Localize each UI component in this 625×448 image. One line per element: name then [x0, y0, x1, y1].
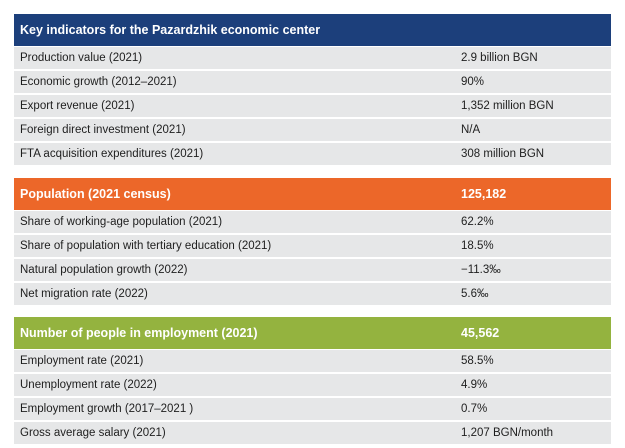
table-row: Foreign direct investment (2021) N/A — [14, 119, 611, 143]
row-value: 4.9% — [461, 379, 488, 391]
row-label: Production value (2021) — [20, 52, 143, 64]
table-row: Employment growth (2017–2021 ) 0.7% — [14, 398, 611, 422]
table-row: Production value (2021) 2.9 billion BGN — [14, 47, 611, 71]
table-row: Share of population with tertiary educat… — [14, 235, 611, 259]
row-value: 0.7% — [461, 403, 488, 415]
table-row: Share of working-age population (2021) 6… — [14, 211, 611, 235]
population-header: Population (2021 census) 125,182 — [14, 178, 611, 211]
population-table: Population (2021 census) 125,182 Share o… — [14, 178, 611, 307]
table-row: Economic growth (2012–2021) 90% — [14, 71, 611, 95]
row-value: 18.5% — [461, 240, 494, 252]
row-value: N/A — [461, 124, 481, 136]
key-indicators-header: Key indicators for the Pazardzhik econom… — [14, 14, 611, 47]
row-label: Gross average salary (2021) — [20, 427, 166, 439]
row-label: Share of population with tertiary educat… — [20, 240, 272, 252]
row-value: 58.5% — [461, 355, 494, 367]
row-value: −11.3‰ — [461, 264, 501, 276]
key-indicators-table: Key indicators for the Pazardzhik econom… — [14, 14, 611, 167]
row-label: Share of working-age population (2021) — [20, 216, 223, 228]
row-label: Export revenue (2021) — [20, 100, 135, 112]
row-label: Natural population growth (2022) — [20, 264, 188, 276]
row-value: 1,352 million BGN — [461, 100, 554, 112]
row-label: Net migration rate (2022) — [20, 288, 148, 300]
table-row: FTA acquisition expenditures (2021) 308 … — [14, 143, 611, 167]
table-row: Employment rate (2021) 58.5% — [14, 350, 611, 374]
row-value: 2.9 billion BGN — [461, 52, 538, 64]
section-title: Key indicators for the Pazardzhik econom… — [20, 23, 321, 37]
row-label: Unemployment rate (2022) — [20, 379, 157, 391]
table-row: Gross average salary (2021) 1,207 BGN/mo… — [14, 422, 611, 446]
row-value: 5.6‰ — [461, 288, 489, 300]
section-title: Number of people in employment (2021) — [20, 326, 258, 340]
section-value: 125,182 — [461, 187, 507, 201]
table-row: Export revenue (2021) 1,352 million BGN — [14, 95, 611, 119]
row-value: 1,207 BGN/month — [461, 427, 554, 439]
row-value: 90% — [461, 76, 485, 88]
row-value: 308 million BGN — [461, 148, 545, 160]
employment-header: Number of people in employment (2021) 45… — [14, 317, 611, 350]
table-row: Unemployment rate (2022) 4.9% — [14, 374, 611, 398]
row-value: 62.2% — [461, 216, 494, 228]
section-title: Population (2021 census) — [20, 187, 171, 201]
table-row: Net migration rate (2022) 5.6‰ — [14, 283, 611, 307]
row-label: Employment rate (2021) — [20, 355, 144, 367]
section-value: 45,562 — [461, 326, 500, 340]
row-label: Foreign direct investment (2021) — [20, 124, 186, 136]
table-row: Natural population growth (2022) −11.3‰ — [14, 259, 611, 283]
row-label: FTA acquisition expenditures (2021) — [20, 148, 204, 160]
row-label: Employment growth (2017–2021 ) — [20, 403, 194, 415]
employment-table: Number of people in employment (2021) 45… — [14, 317, 611, 446]
row-label: Economic growth (2012–2021) — [20, 76, 177, 88]
